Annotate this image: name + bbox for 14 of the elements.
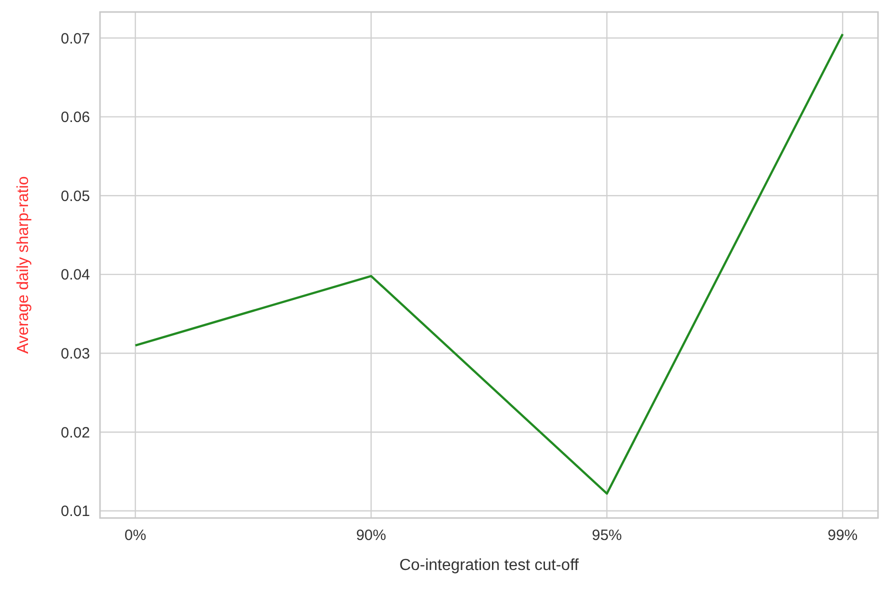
x-tick-label: 90% xyxy=(356,527,386,544)
y-tick-label: 0.07 xyxy=(60,30,90,48)
y-axis-title: Average daily sharp-ratio xyxy=(15,176,32,354)
x-tick-label: 0% xyxy=(124,527,146,544)
x-axis-title: Co-integration test cut-off xyxy=(399,557,580,574)
line-series xyxy=(134,32,844,495)
y-tick-label: 0.03 xyxy=(60,346,90,363)
x-tick-label: 95% xyxy=(592,527,622,544)
y-tick-label: 0.05 xyxy=(60,188,90,205)
y-tick-label: 0.06 xyxy=(60,109,90,126)
y-tick-label: 0.02 xyxy=(60,424,90,442)
y-tick-label: 0.01 xyxy=(60,503,90,520)
x-tick-label: 99% xyxy=(828,527,858,544)
y-tick-label: 0.04 xyxy=(60,266,90,284)
